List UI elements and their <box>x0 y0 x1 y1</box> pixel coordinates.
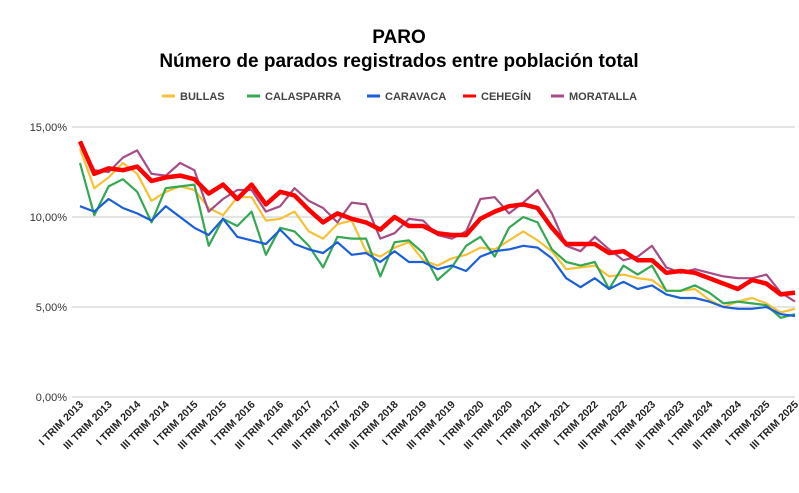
legend-item: CALASPARRA <box>247 91 341 103</box>
chart-title: PARO <box>372 27 425 48</box>
y-tick-label: 5,00% <box>36 302 67 314</box>
legend-item: CARAVACA <box>367 91 446 103</box>
legend-item: BULLAS <box>162 91 225 103</box>
legend-item: MORATALLA <box>551 91 637 103</box>
gridlines <box>72 126 795 398</box>
legend-label: CALASPARRA <box>265 91 341 103</box>
legend-label: CARAVACA <box>385 91 446 103</box>
legend-label: BULLAS <box>180 91 225 103</box>
legend-item: CEHEGÍN <box>463 90 531 103</box>
series-lines <box>77 140 796 319</box>
legend-label: CEHEGÍN <box>481 90 531 103</box>
legend: BULLAS CALASPARRA CARAVACA CEHEGÍN MORATALLA <box>162 90 637 103</box>
series-line-calasparra <box>78 162 796 319</box>
series-line-cehegn <box>77 140 796 297</box>
legend-label: MORATALLA <box>569 91 637 103</box>
series-line-caravaca <box>79 197 796 318</box>
y-axis-ticks: 0,00% 5,00% 10,00% 15,00% <box>30 122 68 404</box>
y-tick-label: 0,00% <box>36 392 67 404</box>
chart-subtitle: Número de parados registrados entre pobl… <box>159 51 638 72</box>
y-tick-label: 10,00% <box>30 212 68 224</box>
y-tick-label: 15,00% <box>30 122 68 134</box>
